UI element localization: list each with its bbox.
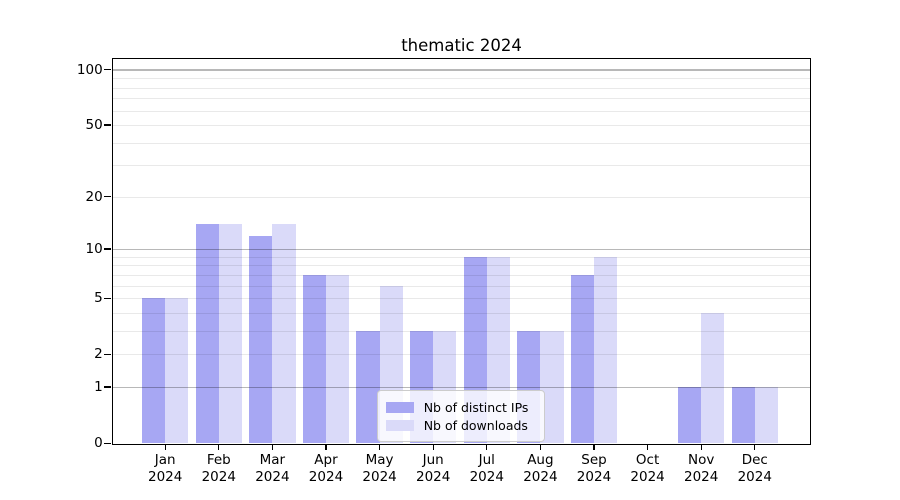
x-tick-jan-2024 — [164, 443, 166, 451]
bar-nb-of-downloads-jan-2024 — [165, 298, 189, 444]
x-tick-label-line: Jan — [154, 451, 176, 468]
x-tick-label-mar-2024: Mar 2024 — [240, 452, 304, 486]
x-tick-feb-2024 — [218, 443, 220, 451]
x-tick-label-line: 2024 — [308, 468, 344, 485]
x-tick-label-may-2024: May 2024 — [348, 452, 412, 486]
x-tick-label-line: 2024 — [148, 468, 183, 485]
x-tick-label-oct-2024: Oct 2024 — [616, 452, 680, 486]
x-tick-label-nov-2024: Nov 2024 — [669, 452, 733, 486]
legend-swatch-nb-of-distinct-ips — [385, 401, 414, 413]
x-tick-mar-2024 — [271, 443, 274, 451]
x-tick-may-2024 — [378, 443, 381, 451]
y-tick-label-10: 10 — [85, 241, 103, 258]
y-tick-20 — [104, 196, 112, 198]
bar-nb-of-distinct-ips-may-2024 — [356, 330, 380, 444]
x-tick-label-line: May — [365, 451, 394, 468]
x-tick-label-jul-2024: Jul 2024 — [455, 452, 519, 486]
x-tick-jul-2024 — [486, 443, 488, 451]
bar-nb-of-downloads-mar-2024 — [272, 224, 296, 444]
bar-nb-of-downloads-aug-2024 — [540, 330, 564, 444]
x-tick-label-line: 2024 — [684, 468, 719, 485]
bar-nb-of-downloads-apr-2024 — [325, 274, 350, 444]
x-tick-apr-2024 — [325, 443, 327, 451]
x-tick-oct-2024 — [646, 443, 649, 451]
x-tick-label-feb-2024: Feb 2024 — [187, 452, 251, 486]
x-tick-label-jun-2024: Jun 2024 — [401, 452, 465, 486]
x-tick-label-jan-2024: Jan 2024 — [133, 452, 197, 486]
y-tick-label-50: 50 — [85, 116, 103, 133]
bar-nb-of-downloads-dec-2024 — [754, 387, 778, 444]
x-tick-label-aug-2024: Aug 2024 — [508, 452, 572, 486]
x-tick-label-line: 2024 — [255, 468, 290, 485]
axes-layer: 0 1 2 5 10 20 50 100 Jan 2024 Feb 2024 Mar 2024 Apr 202… — [77, 59, 811, 485]
y-tick-label-1: 1 — [94, 379, 103, 396]
x-tick-jun-2024 — [432, 443, 434, 451]
legend-swatch-nb-of-downloads — [385, 419, 414, 431]
legend-item-nb-of-downloads: Nb of downloads — [385, 417, 536, 433]
x-tick-label-sep-2024: Sep 2024 — [562, 452, 626, 486]
y-tick-label-5: 5 — [94, 290, 103, 307]
x-tick-label-line: Jun — [422, 451, 444, 468]
x-tick-label-line: Sep — [581, 451, 607, 468]
x-tick-nov-2024 — [700, 443, 702, 451]
x-tick-label-line: Nov — [688, 451, 715, 468]
x-tick-label-line: 2024 — [576, 468, 612, 485]
x-tick-aug-2024 — [539, 443, 542, 451]
y-tick-2 — [104, 353, 112, 355]
legend: Nb of distinct IPs Nb of downloads — [376, 390, 545, 443]
y-tick-label-2: 2 — [94, 346, 103, 363]
y-tick-1 — [104, 386, 112, 388]
y-tick-50 — [104, 124, 112, 126]
bar-nb-of-downloads-feb-2024 — [218, 224, 242, 444]
bar-nb-of-distinct-ips-feb-2024 — [195, 224, 219, 444]
x-tick-label-line: 2024 — [201, 468, 236, 485]
x-tick-label-line: 2024 — [416, 468, 451, 485]
y-tick-100 — [104, 69, 112, 71]
x-tick-label-line: 2024 — [469, 468, 504, 485]
x-tick-label-line: 2024 — [630, 468, 665, 485]
bar-nb-of-distinct-ips-jan-2024 — [141, 298, 166, 444]
y-tick-5 — [104, 297, 112, 299]
x-tick-label-line: 2024 — [523, 468, 558, 485]
x-tick-label-line: Apr — [314, 451, 338, 468]
x-tick-sep-2024 — [593, 443, 595, 451]
bar-nb-of-distinct-ips-sep-2024 — [570, 274, 594, 444]
y-tick-label-20: 20 — [85, 188, 103, 205]
legend-label-nb-of-distinct-ips: Nb of distinct IPs — [423, 399, 529, 415]
x-tick-label-line: 2024 — [362, 468, 397, 485]
y-tick-0 — [104, 442, 112, 444]
bar-nb-of-downloads-sep-2024 — [593, 256, 618, 444]
bar-nb-of-distinct-ips-apr-2024 — [302, 274, 326, 444]
plot-area: 0 1 2 5 10 20 50 100 Jan 2024 Feb 2024 Mar 2024 Apr 202… — [77, 58, 812, 485]
x-tick-label-apr-2024: Apr 2024 — [294, 452, 358, 486]
bar-nb-of-downloads-nov-2024 — [701, 312, 725, 444]
y-tick-10 — [104, 248, 112, 250]
bar-nb-of-distinct-ips-nov-2024 — [677, 387, 702, 444]
x-tick-dec-2024 — [754, 443, 756, 451]
legend-item-nb-of-distinct-ips: Nb of distinct IPs — [385, 399, 536, 415]
x-tick-label-line: Feb — [206, 451, 231, 468]
chart-title: thematic 2024 — [401, 36, 522, 55]
y-tick-label-100: 100 — [76, 61, 103, 78]
x-tick-label-line: Jul — [478, 451, 495, 468]
x-tick-label-line: Mar — [259, 451, 286, 468]
x-tick-label-line: Oct — [635, 451, 660, 468]
x-tick-label-line: Dec — [741, 451, 768, 468]
x-tick-label-line: 2024 — [737, 468, 772, 485]
legend-label-nb-of-downloads: Nb of downloads — [423, 417, 528, 433]
x-tick-label-line: Aug — [527, 451, 554, 468]
bar-nb-of-distinct-ips-mar-2024 — [249, 235, 273, 444]
bar-nb-of-distinct-ips-dec-2024 — [731, 387, 755, 444]
y-tick-label-0: 0 — [94, 435, 103, 452]
x-tick-label-dec-2024: Dec 2024 — [723, 452, 787, 486]
